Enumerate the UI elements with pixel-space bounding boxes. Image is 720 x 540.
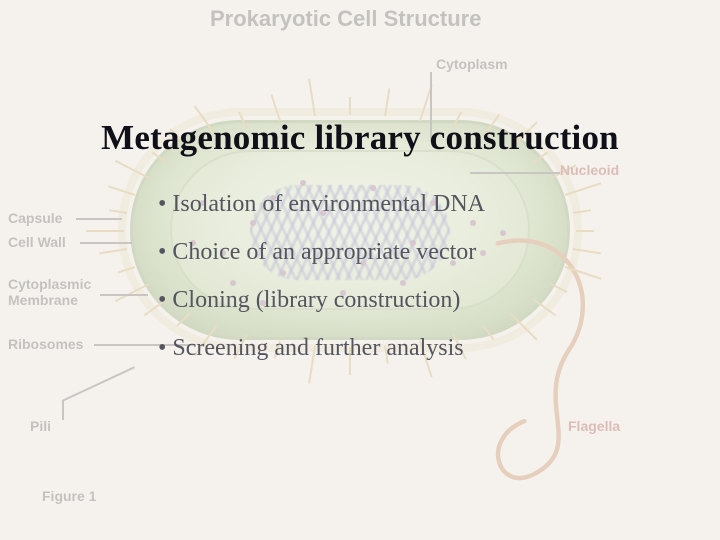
bullet-list: Isolation of environmental DNA Choice of… (158, 192, 485, 384)
bullet-item: Cloning (library construction) (158, 288, 485, 312)
slide-title: Metagenomic library construction (0, 118, 720, 158)
slide-content: Metagenomic library construction Isolati… (0, 0, 720, 540)
bullet-item: Isolation of environmental DNA (158, 192, 485, 216)
bullet-item: Choice of an appropriate vector (158, 240, 485, 264)
bullet-item: Screening and further analysis (158, 336, 485, 360)
